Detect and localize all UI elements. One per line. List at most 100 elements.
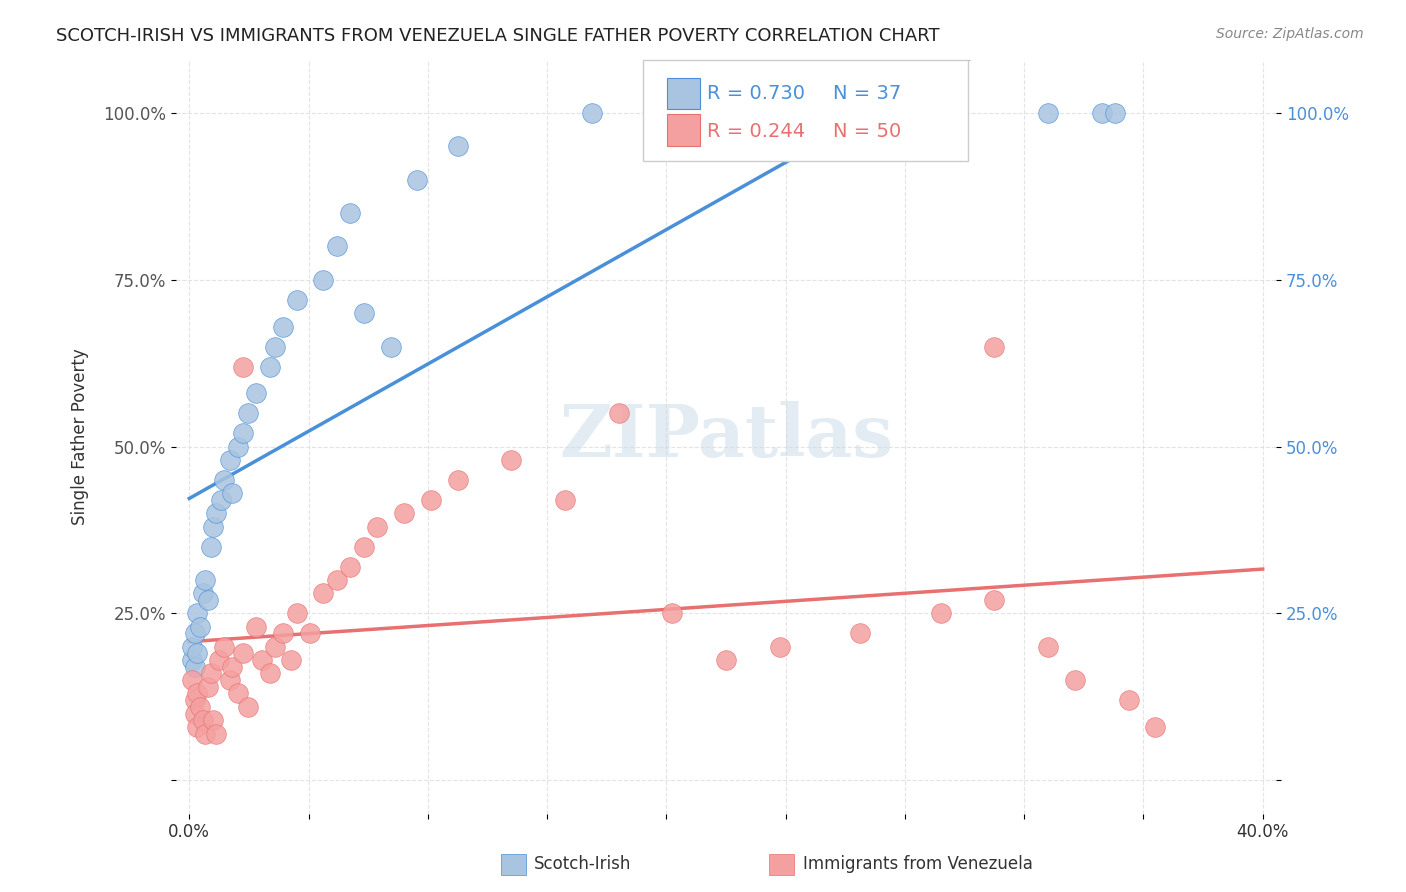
Y-axis label: Single Father Poverty: Single Father Poverty <box>72 348 89 525</box>
Point <box>211 493 233 508</box>
Text: SCOTCH-IRISH VS IMMIGRANTS FROM VENEZUELA SINGLE FATHER POVERTY CORRELATION CHAR: SCOTCH-IRISH VS IMMIGRANTS FROM VENEZUEL… <box>56 27 939 45</box>
Point <box>186 720 208 734</box>
FancyBboxPatch shape <box>644 60 967 161</box>
Point <box>285 293 308 307</box>
Point <box>259 359 281 374</box>
Point <box>200 540 222 554</box>
Point <box>264 339 287 353</box>
Point <box>339 206 361 220</box>
Point <box>299 626 322 640</box>
Point <box>186 686 208 700</box>
Point <box>326 573 349 587</box>
Point <box>238 699 260 714</box>
Text: N = 37: N = 37 <box>832 84 901 103</box>
Point <box>226 440 249 454</box>
Point <box>212 473 235 487</box>
Point <box>221 486 243 500</box>
Text: Scotch-Irish: Scotch-Irish <box>534 855 631 873</box>
Point <box>202 713 225 727</box>
Text: Source: ZipAtlas.com: Source: ZipAtlas.com <box>1216 27 1364 41</box>
FancyBboxPatch shape <box>666 114 700 145</box>
Point <box>264 640 287 654</box>
Point <box>205 726 228 740</box>
Point <box>929 607 952 621</box>
Point <box>406 172 429 186</box>
Point <box>232 359 254 374</box>
Point <box>188 620 211 634</box>
Point <box>312 273 335 287</box>
FancyBboxPatch shape <box>501 854 526 875</box>
Text: Immigrants from Venezuela: Immigrants from Venezuela <box>803 855 1032 873</box>
Point <box>714 653 737 667</box>
Point <box>339 559 361 574</box>
Point <box>581 106 603 120</box>
Point <box>181 673 204 687</box>
Point <box>218 673 240 687</box>
Point <box>250 653 273 667</box>
Text: N = 50: N = 50 <box>832 121 901 141</box>
Point <box>271 319 294 334</box>
Point <box>353 540 375 554</box>
Point <box>181 640 204 654</box>
Point <box>501 453 523 467</box>
Point <box>218 453 240 467</box>
Text: R = 0.730: R = 0.730 <box>707 84 806 103</box>
Point <box>326 239 349 253</box>
Point <box>607 406 630 420</box>
Point <box>183 660 205 674</box>
Point <box>661 607 683 621</box>
Point <box>208 653 231 667</box>
Point <box>191 713 214 727</box>
Point <box>1036 640 1059 654</box>
FancyBboxPatch shape <box>666 78 700 110</box>
Point <box>446 139 468 153</box>
Point <box>1104 106 1126 120</box>
Point <box>232 647 254 661</box>
Point <box>197 593 219 607</box>
Point <box>186 607 208 621</box>
Point <box>259 666 281 681</box>
Point <box>197 680 219 694</box>
Point <box>446 473 468 487</box>
Point <box>366 519 388 533</box>
Point <box>769 640 792 654</box>
Point <box>245 386 267 401</box>
Point <box>280 653 302 667</box>
Point <box>202 519 225 533</box>
Point <box>312 586 335 600</box>
Point <box>226 686 249 700</box>
Point <box>1144 720 1167 734</box>
Text: ZIPatlas: ZIPatlas <box>560 401 893 472</box>
Point <box>983 339 1005 353</box>
Point <box>849 626 872 640</box>
Point <box>271 626 294 640</box>
Point <box>1063 673 1085 687</box>
Point <box>1036 106 1059 120</box>
Point <box>554 493 576 508</box>
Point <box>245 620 267 634</box>
Text: R = 0.244: R = 0.244 <box>707 121 806 141</box>
Point <box>419 493 441 508</box>
Point <box>212 640 235 654</box>
Point <box>205 506 228 520</box>
Point <box>983 593 1005 607</box>
Point <box>183 626 205 640</box>
Point <box>194 573 217 587</box>
Point <box>392 506 415 520</box>
Point <box>353 306 375 320</box>
Point <box>194 726 217 740</box>
Point <box>191 586 214 600</box>
Point <box>186 647 208 661</box>
FancyBboxPatch shape <box>769 854 794 875</box>
Point <box>1091 106 1114 120</box>
Point <box>285 607 308 621</box>
Point <box>769 106 792 120</box>
Point <box>380 339 402 353</box>
Point <box>238 406 260 420</box>
Point <box>221 660 243 674</box>
Point <box>183 706 205 721</box>
Point <box>232 426 254 441</box>
Point <box>188 699 211 714</box>
Point <box>1118 693 1140 707</box>
Point <box>200 666 222 681</box>
